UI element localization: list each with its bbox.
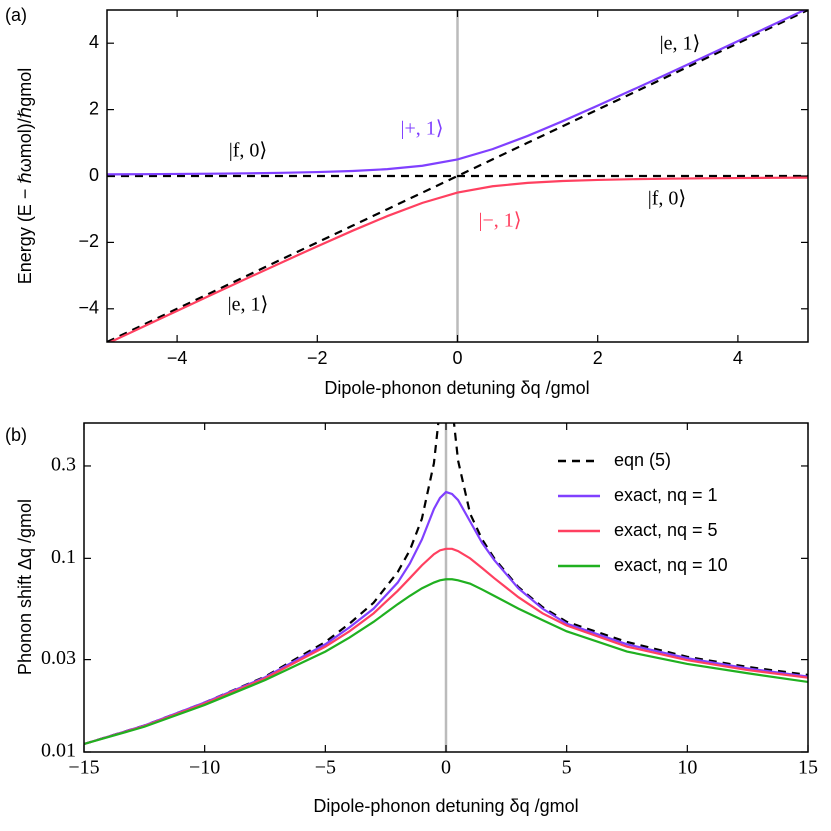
x-tick-label: 15 (798, 757, 818, 779)
y-tick-label: −4 (78, 298, 99, 318)
y-axis-label: Energy (E − ℏωmol)/ℏgmol (15, 68, 35, 284)
x-tick-label: 0 (441, 757, 451, 779)
x-tick-label: 5 (562, 757, 572, 779)
x-tick-label: 0 (452, 348, 462, 368)
y-tick-label: 4 (89, 32, 99, 52)
legend-label: exact, nq = 10 (614, 555, 728, 575)
legend-label: exact, nq = 5 (614, 520, 718, 540)
series-line (84, 578, 808, 746)
y-tick-label: 0.03 (41, 647, 76, 669)
x-axis-label: Dipole-phonon detuning δq /gmol (313, 796, 578, 816)
series-line (107, 10, 808, 176)
x-tick-label: −5 (315, 757, 336, 779)
state-annotation: |e, 1⟩ (660, 33, 701, 55)
series-line (107, 176, 808, 342)
legend-label: exact, nq = 1 (614, 485, 718, 505)
y-tick-label: −2 (78, 231, 99, 251)
state-annotation: |−, 1⟩ (478, 210, 521, 232)
legend-label: eqn (5) (614, 450, 671, 470)
x-tick-label: 2 (593, 348, 603, 368)
y-tick-label: 0.3 (51, 454, 76, 476)
plot-area (84, 423, 808, 746)
y-tick-label: 0.01 (41, 740, 76, 762)
state-annotation: |+, 1⟩ (400, 118, 443, 140)
y-tick-label: 0 (89, 165, 99, 185)
x-tick-label: −10 (189, 757, 220, 779)
series-line (84, 490, 808, 746)
plot-area (107, 10, 808, 342)
x-tick-label: −2 (307, 348, 328, 368)
x-tick-label: 10 (677, 757, 697, 779)
x-tick-label: 4 (733, 348, 743, 368)
state-annotation: |f, 0⟩ (648, 188, 686, 210)
series-line (107, 10, 808, 342)
y-tick-label: 0.1 (51, 546, 76, 568)
panel-label: (a) (5, 5, 27, 25)
x-axis-label: Dipole-phonon detuning δq /gmol (324, 378, 589, 398)
state-annotation: |e, 1⟩ (228, 294, 269, 316)
panel-label: (b) (5, 425, 27, 445)
series-line (84, 547, 808, 746)
x-tick-label: −4 (167, 348, 188, 368)
x-tick-label: −15 (68, 757, 99, 779)
y-axis-label: Phonon shift Δq /gmol (15, 499, 35, 675)
state-annotation: |f, 0⟩ (229, 140, 267, 162)
y-tick-label: 2 (89, 98, 99, 118)
